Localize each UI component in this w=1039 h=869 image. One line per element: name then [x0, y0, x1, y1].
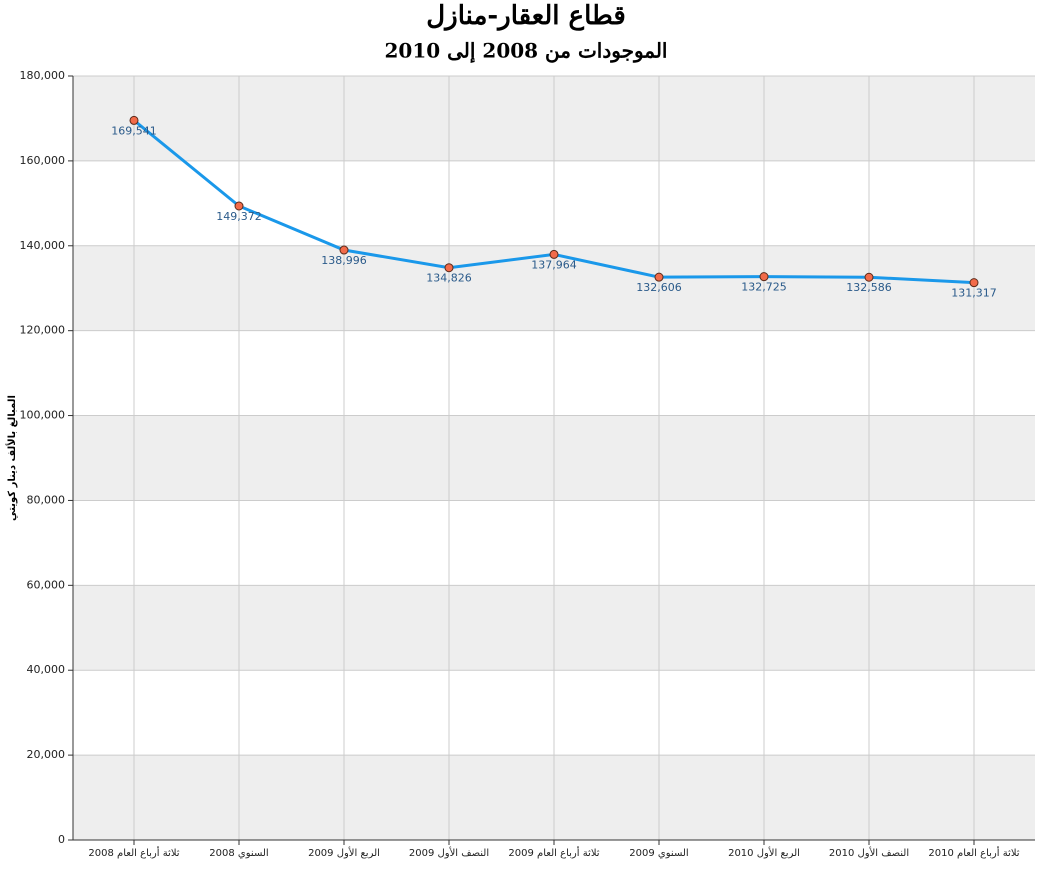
x-tick-label: الربع الأول 2009 [308, 846, 380, 859]
y-tick-label: 180,000 [20, 69, 66, 82]
y-tick-label: 120,000 [20, 324, 66, 337]
chart-subtitle: الموجودات من 2008 إلى 2010 [385, 39, 668, 64]
x-tick-label: ثلاثة أرباع العام 2010 [928, 846, 1019, 859]
data-label: 149,372 [216, 210, 262, 223]
x-tick-label: السنوي 2009 [629, 848, 688, 859]
data-point [129, 115, 139, 125]
x-tick-label: النصف الأول 2009 [409, 846, 489, 859]
y-tick-label: 140,000 [20, 239, 66, 252]
data-label: 132,725 [741, 281, 787, 294]
chart-title: قطاع العقار-منازل [426, 1, 626, 31]
y-tick-label: 100,000 [20, 409, 66, 422]
data-point [864, 272, 874, 282]
data-label: 131,317 [951, 287, 997, 300]
x-tick-label: النصف الأول 2010 [829, 846, 909, 859]
y-tick-label: 60,000 [27, 578, 66, 591]
data-point [759, 272, 769, 282]
data-label: 134,826 [426, 272, 472, 285]
y-tick-label: 160,000 [20, 154, 66, 167]
data-point [444, 263, 454, 273]
data-label: 132,586 [846, 281, 892, 294]
y-tick-label: 40,000 [27, 663, 66, 676]
data-point [654, 272, 664, 282]
data-point [969, 278, 979, 288]
y-axis-label: المبالغ بالألف دينار كويتي [5, 395, 18, 521]
x-tick-label: ثلاثة أرباع العام 2009 [508, 846, 599, 859]
data-label: 138,996 [321, 254, 367, 267]
x-tick-label: السنوي 2008 [209, 848, 268, 859]
y-tick-label: 0 [58, 833, 65, 846]
data-label: 169,541 [111, 124, 157, 137]
y-tick-label: 80,000 [27, 493, 66, 506]
y-tick-label: 20,000 [27, 748, 66, 761]
x-tick-label: الربع الأول 2010 [728, 846, 800, 859]
data-point [339, 245, 349, 255]
x-tick-label: ثلاثة أرباع العام 2008 [88, 846, 179, 859]
data-label: 132,606 [636, 281, 682, 294]
data-point [234, 201, 244, 211]
data-point [549, 249, 559, 259]
data-label: 137,964 [531, 258, 577, 271]
